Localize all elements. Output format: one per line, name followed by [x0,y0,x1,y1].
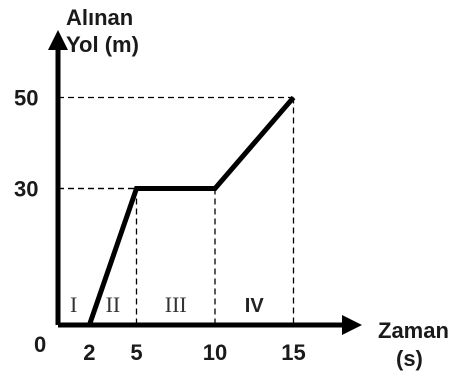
region-label: IV [245,295,265,317]
x-axis-title-line2: (s) [396,346,423,371]
series-line [58,95,296,328]
x-tick-label: 10 [203,340,227,365]
x-tick-label: 5 [130,340,142,365]
y-tick-label: 30 [14,177,38,202]
y-axis-title-line1: Alınan [66,5,133,30]
guide-lines [58,96,295,325]
x-tick-label: 15 [281,340,305,365]
region-label: II [106,292,121,317]
x-tick-label: 2 [83,340,95,365]
x-axis-title-line1: Zaman [378,318,449,343]
origin-label: 0 [34,332,46,357]
y-tick-labels: 30 50 [14,86,38,202]
y-axis-title-line2: Yol (m) [66,32,139,57]
x-tick-labels: 2 5 10 15 [83,340,305,365]
axes [48,30,362,335]
region-label: III [165,292,187,317]
region-label: I [70,292,77,317]
y-tick-label: 50 [14,86,38,111]
region-labels: I II III IV [70,292,264,317]
